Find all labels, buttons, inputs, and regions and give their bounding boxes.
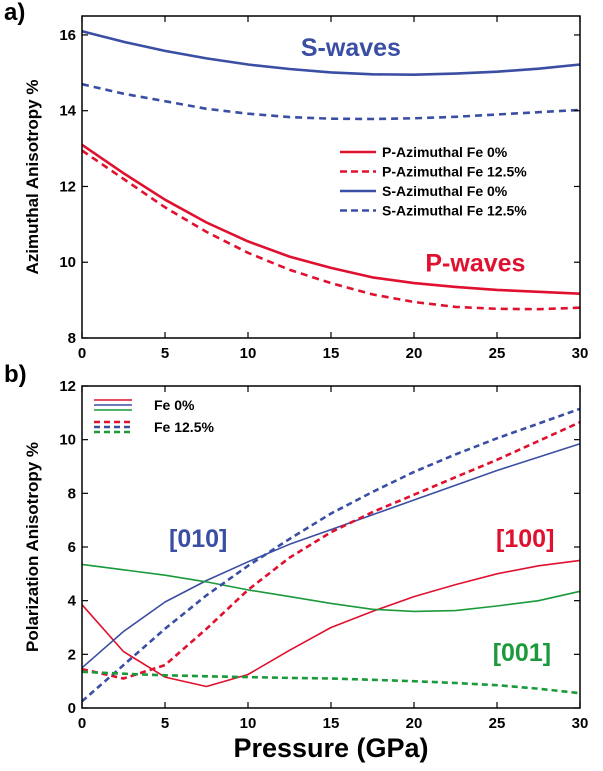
series-line-s-azimuthal-fe-12-5 [81,82,581,121]
y-tick-label: 8 [68,485,76,502]
series-line-red-dashed [81,421,581,680]
x-tick-label: 25 [489,345,506,362]
series-line-blue-solid [81,442,581,669]
legend-entry-s-azimuthal-fe-12-5: S-Azimuthal Fe 12.5% [382,203,527,219]
x-tick-label: 10 [240,345,257,362]
chart-panel-a: 0 5 10 15 20 25 30 8 10 12 14 16 Azimuthal Anisotrop… [4,0,588,362]
x-tick-label: 20 [406,715,423,732]
y-tick-label: 0 [68,700,76,717]
y-tick-label: 10 [59,432,76,449]
y-axis-label: Azimuthal Anisotropy % [23,80,42,275]
x-tick-label: 20 [406,345,423,362]
y-tick-label: 4 [68,593,77,610]
y-tick-label: 8 [68,330,76,347]
y-tick-label: 2 [68,646,76,663]
y-tick-label: 14 [59,103,76,120]
y-axis-label: Polarization Anisotropy % [23,442,42,652]
annotation-010: [010] [169,525,227,553]
legend: Fe 0% Fe 12.5% [94,397,214,435]
x-tick-label: 0 [78,715,86,732]
panel-label: a) [4,0,25,26]
y-tick-label: 10 [59,254,76,271]
annotation-100: [100] [496,525,554,553]
legend-entry-fe-0: Fe 0% [154,397,195,413]
x-tick-label: 5 [161,345,169,362]
x-tick-label: 0 [78,345,86,362]
x-tick-label: 30 [572,715,589,732]
legend-entry-s-azimuthal-fe-0: S-Azimuthal Fe 0% [382,183,508,199]
legend-entry-p-azimuthal-fe-12-5: P-Azimuthal Fe 12.5% [382,164,527,180]
legend-entry-fe-12-5: Fe 12.5% [154,419,214,435]
legend-entry-p-azimuthal-fe-0: P-Azimuthal Fe 0% [382,144,508,160]
legend: P-Azimuthal Fe 0% P-Azimuthal Fe 12.5% S-A… [340,144,527,219]
annotation-p-waves: P-waves [425,250,525,278]
x-tick-label: 15 [323,345,340,362]
annotation-s-waves: S-waves [301,34,401,62]
chart-panel-b: 0 5 10 15 20 25 30 0 2 4 6 8 10 12 Polarization Anisot… [4,361,588,763]
annotation-001: [001] [493,639,551,667]
y-tick-label: 12 [59,378,76,395]
x-axis-label: Pressure (GPa) [233,733,428,763]
y-tick-label: 16 [59,27,76,44]
series-line-p-azimuthal-fe-0 [81,143,581,295]
x-tick-label: 30 [572,345,589,362]
series-line-p-azimuthal-fe-12-5 [81,149,581,311]
series-line-green-dashed [81,670,581,695]
x-tick-label: 25 [489,715,506,732]
x-tick-label: 10 [240,715,257,732]
y-tick-label: 6 [68,539,76,556]
series-line-s-azimuthal-fe-0 [81,29,581,76]
y-tick-label: 12 [59,178,76,195]
series-line-blue-dashed [81,407,581,703]
x-tick-label: 15 [323,715,340,732]
series-line-red-solid [81,559,581,688]
series-line-green-solid [81,563,581,613]
x-tick-label: 5 [161,715,169,732]
panel-label: b) [4,361,27,388]
